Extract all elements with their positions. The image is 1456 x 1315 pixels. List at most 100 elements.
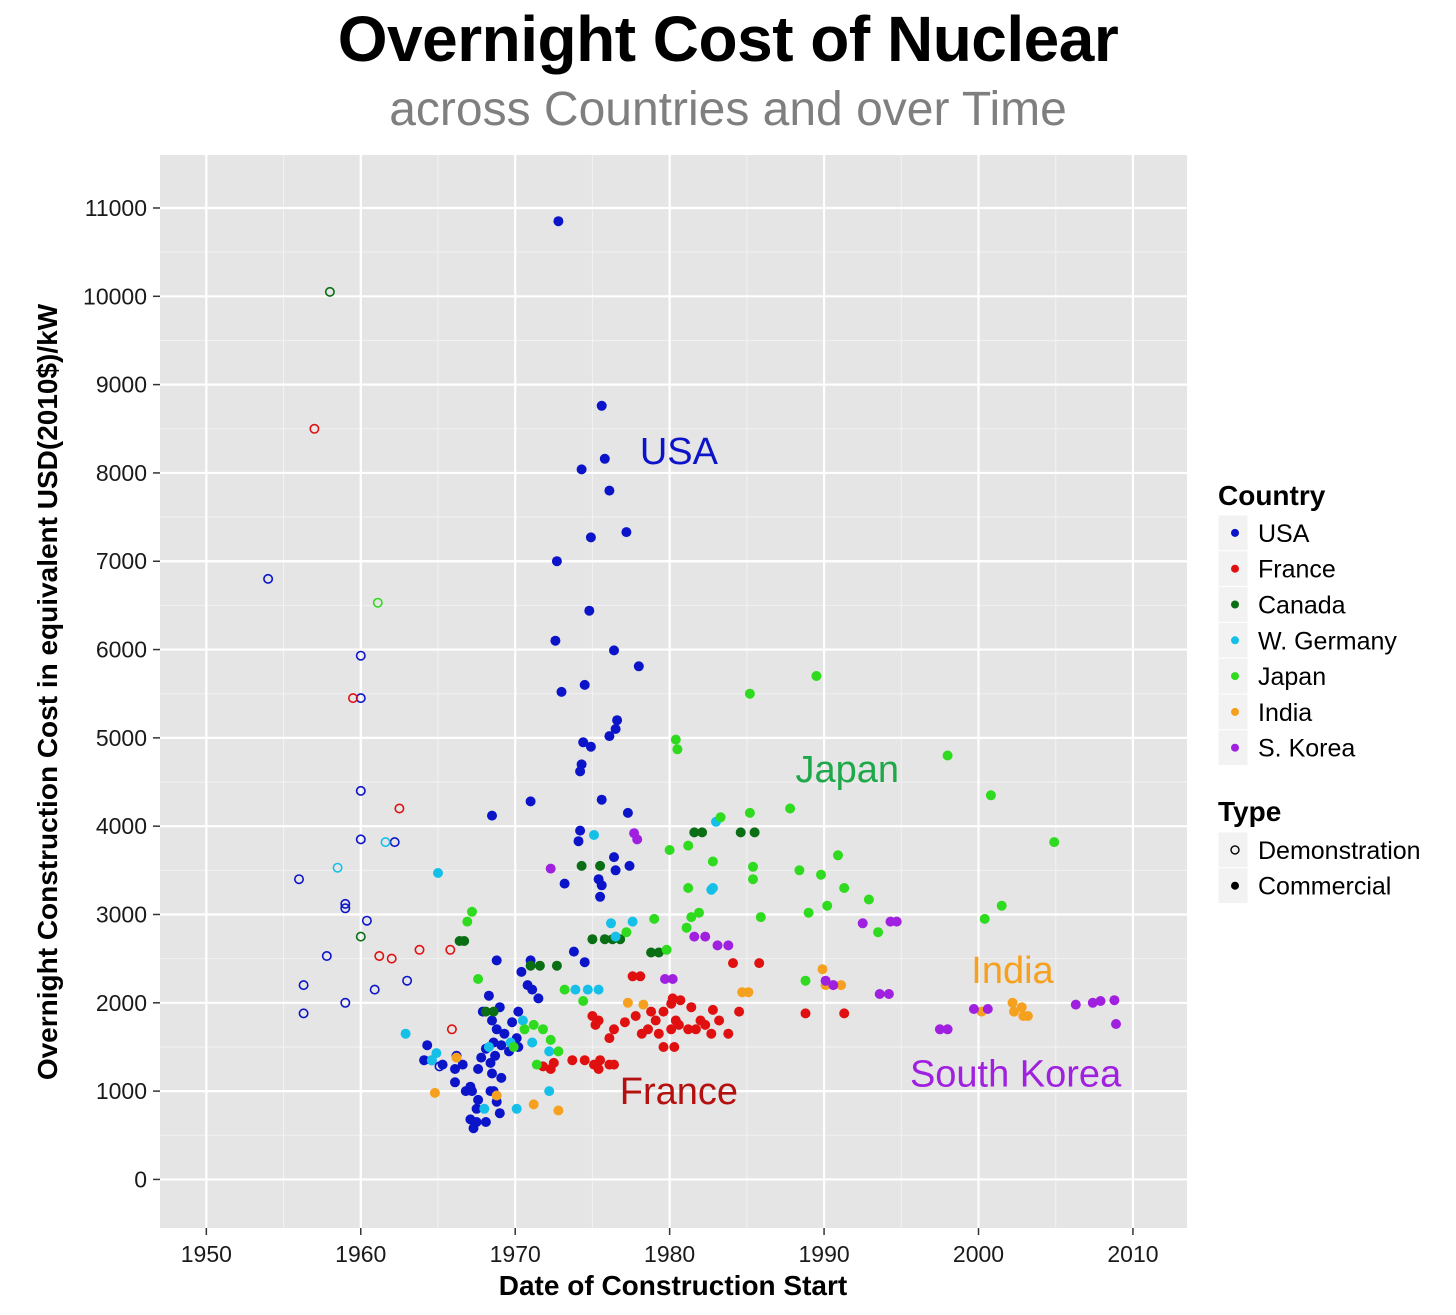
data-point-commercial: [968, 1004, 979, 1014]
x-tick-label: 1970: [490, 1241, 541, 1267]
data-point-commercial: [575, 825, 586, 836]
data-point-commercial: [683, 1024, 694, 1035]
y-axis-title: Overnight Construction Cost in equivalen…: [32, 303, 63, 1080]
data-point-commercial: [748, 861, 758, 872]
data-point-commercial: [491, 1024, 502, 1035]
data-point-commercial: [820, 975, 831, 986]
legend-marker: [1231, 707, 1239, 716]
data-point-commercial: [429, 1087, 440, 1098]
data-point-commercial: [675, 995, 686, 1006]
data-point-commercial: [622, 997, 633, 1008]
data-point-demonstration: [355, 785, 366, 796]
data-point-commercial: [544, 1086, 555, 1097]
data-point-commercial: [462, 916, 473, 927]
annotations: USA Japan India France South Korea: [620, 431, 1122, 1113]
data-point-commercial: [755, 912, 766, 923]
x-tick-label: 2010: [1107, 1241, 1158, 1267]
data-point-commercial: [426, 1055, 437, 1066]
data-point-commercial: [496, 1072, 507, 1083]
data-point-commercial: [653, 947, 664, 958]
data-point-commercial: [595, 891, 606, 902]
data-point-commercial: [621, 527, 632, 538]
data-point-commercial: [836, 980, 847, 991]
chart-title: Overnight Cost of Nuclear: [337, 3, 1119, 75]
legend-label: S. Korea: [1258, 735, 1355, 763]
data-point-commercial: [646, 1006, 657, 1017]
data-point-commercial: [422, 1040, 433, 1051]
data-point-commercial: [513, 1006, 524, 1017]
data-point-commercial: [700, 931, 711, 942]
x-tick-label: 1950: [181, 1241, 232, 1267]
data-point-commercial: [686, 912, 697, 923]
data-point-commercial: [433, 868, 443, 878]
data-point-commercial: [666, 998, 677, 1009]
data-point-commercial: [624, 860, 635, 871]
data-point-commercial: [589, 830, 599, 840]
data-point-commercial: [667, 974, 678, 984]
data-point-commercial: [700, 1019, 711, 1030]
data-point-commercial: [604, 485, 615, 496]
data-point-commercial: [633, 661, 644, 672]
data-point-commercial: [576, 860, 587, 871]
data-point-commercial: [649, 913, 660, 924]
data-point-commercial: [596, 400, 607, 411]
data-point-commercial: [487, 810, 497, 821]
data-point-commercial: [525, 960, 536, 971]
data-point-commercial: [576, 464, 587, 475]
data-point-commercial: [534, 960, 545, 971]
legend-label: Canada: [1258, 592, 1346, 620]
data-point-commercial: [400, 1028, 411, 1039]
data-point-commercial: [744, 807, 755, 818]
data-point-commercial: [604, 731, 615, 742]
data-point-commercial: [567, 1055, 578, 1066]
data-point-commercial: [683, 840, 694, 851]
data-point-commercial: [490, 1050, 501, 1061]
data-point-commercial: [686, 1002, 697, 1013]
data-point-commercial: [673, 1019, 684, 1030]
legend-title-country: Country: [1218, 480, 1326, 511]
data-point-demonstration: [414, 944, 425, 955]
data-point-commercial: [715, 812, 726, 823]
data-point-commercial: [664, 845, 675, 855]
data-point-commercial: [525, 796, 536, 807]
data-point-commercial: [556, 686, 567, 697]
data-point-commercial: [1087, 997, 1098, 1008]
data-point-demonstration: [293, 874, 304, 885]
data-point-commercial: [873, 927, 884, 938]
data-point-commercial: [610, 724, 621, 734]
data-point-commercial: [609, 645, 619, 656]
data-point-commercial: [706, 1028, 717, 1039]
data-point-demonstration: [372, 597, 383, 608]
data-point-commercial: [487, 1015, 497, 1026]
data-point-demonstration: [446, 1024, 457, 1035]
x-tick-label: 2000: [953, 1241, 1004, 1267]
data-point-commercial: [551, 556, 562, 567]
data-point-commercial: [800, 975, 811, 986]
data-point-commercial: [582, 984, 593, 995]
data-point-commercial: [690, 1024, 701, 1035]
data-point-commercial: [488, 1006, 499, 1017]
data-point-commercial: [996, 900, 1007, 911]
data-point-commercial: [538, 1024, 548, 1035]
data-point-commercial: [822, 900, 833, 911]
data-point-demonstration: [340, 898, 351, 909]
data-point-commercial: [839, 883, 850, 893]
data-point-commercial: [706, 884, 717, 895]
data-point-commercial: [480, 1117, 491, 1127]
data-point-commercial: [723, 1028, 734, 1039]
data-point-commercial: [683, 883, 694, 893]
data-point-commercial: [507, 1017, 518, 1028]
data-point-commercial: [612, 715, 623, 726]
data-points: [263, 216, 1121, 1134]
data-point-commercial: [599, 934, 610, 945]
data-point-commercial: [519, 1024, 530, 1035]
data-point-commercial: [660, 974, 670, 984]
data-point-commercial: [450, 1077, 460, 1088]
data-point-commercial: [485, 1057, 496, 1068]
data-point-commercial: [596, 794, 607, 805]
data-point-commercial: [575, 766, 586, 777]
data-point-demonstration: [355, 834, 366, 845]
data-point-commercial: [1070, 999, 1081, 1010]
data-point-commercial: [646, 947, 657, 958]
y-axis: 0 1000 2000 3000 4000 5000 6000 7000 8000 9000 100…: [83, 195, 160, 1192]
